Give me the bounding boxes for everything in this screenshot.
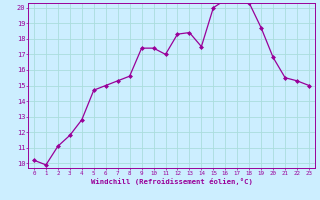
- X-axis label: Windchill (Refroidissement éolien,°C): Windchill (Refroidissement éolien,°C): [91, 178, 252, 185]
